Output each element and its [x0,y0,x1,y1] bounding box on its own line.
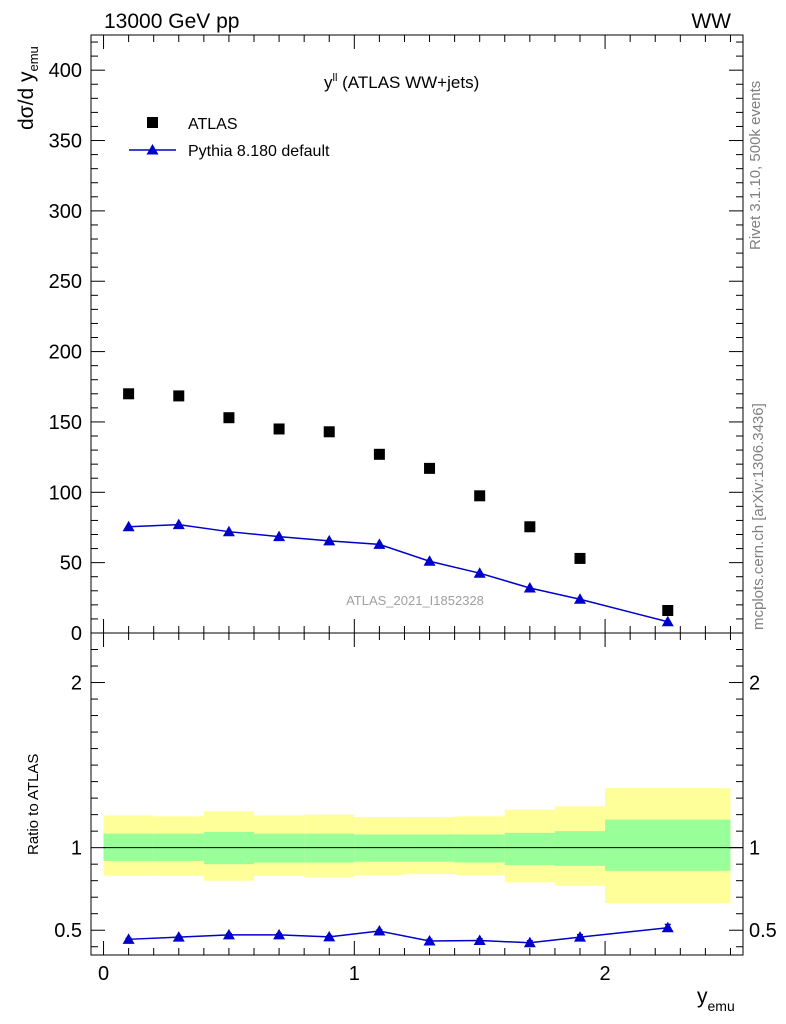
legend-mc-marker [146,144,159,155]
mc-ratio-point [172,931,185,942]
y-tick-label: 400 [49,60,82,82]
ratio-panel: 0.5 0.5 1 1 2 2 0 1 2 [54,632,777,985]
main-ticks: 0 50 100 150 200 250 300 350 400 [49,35,743,645]
atlas-data-point [474,490,486,502]
ratio-y-tick-label-right: 2 [749,673,760,695]
y-tick-label: 350 [49,131,82,153]
atlas-data-point [223,412,235,424]
atlas-data-point [173,390,185,402]
mc-data-point [122,520,135,532]
x-axis-label: yemu [697,985,735,1014]
x-axis-label-main: y [697,985,708,1008]
ratio-y-axis-label: Ratio to ATLAS [25,754,42,855]
ratio-ticks: 0.5 0.5 1 1 2 2 0 1 2 [54,633,777,985]
mcplots-reference-text: mcplots.cern.ch [arXiv:1306.3436] [750,403,767,630]
main-panel: 0 50 100 150 200 250 300 350 400 [49,34,744,645]
plot-title-sup: ll [333,72,338,84]
y-tick-label: 50 [60,553,82,575]
atlas-data-point [373,448,385,460]
legend-mc-label: Pythia 8.180 default [188,143,330,160]
main-data [122,388,674,627]
y-tick-label: 150 [49,412,82,434]
ratio-stat-uncertainty-band [454,834,505,863]
plot-title: yll (ATLAS WW+jets) [324,72,479,92]
y-axis-label: dσ/d yemu [15,46,41,130]
mc-data-point [523,581,536,593]
x-tick-label: 0 [98,963,109,985]
ratio-stat-uncertainty-band [605,819,731,871]
mc-data-point [661,615,674,627]
y-tick-label: 300 [49,201,82,223]
y-tick-label: 100 [49,482,82,504]
ratio-y-tick-label-right: 0.5 [749,920,777,942]
mc-data-point [473,567,486,578]
header-left: 13000 GeV pp [104,10,239,33]
legend: ATLAS Pythia 8.180 default [129,116,330,160]
atlas-data-point [123,388,135,400]
ratio-y-tick-label-right: 1 [749,838,760,860]
y-tick-label: 200 [49,342,82,364]
y-tick-label: 0 [71,623,82,645]
mc-data-point [574,593,586,604]
plot-title-main: y [324,73,333,92]
mc-ratio-point [423,934,436,946]
atlas-data-point [662,604,674,616]
mc-ratio-point [574,931,586,942]
ratio-y-tick-label: 2 [71,673,82,695]
ratio-y-tick-label: 1 [71,838,82,860]
ratio-data [122,921,674,948]
ratio-stat-uncertainty-band [554,831,606,866]
atlas-data-point [574,552,586,564]
atlas-data-point [424,462,436,474]
mc-ratio-point [323,930,336,942]
y-axis-label-sub: emu [26,46,41,71]
legend-atlas-label: ATLAS [188,116,238,133]
mc-data-point [373,538,386,549]
mc-data-point [222,525,235,537]
header-right: WW [691,10,731,33]
mc-ratio-point [373,925,386,936]
atlas-data-point [524,521,536,533]
mc-data-point [323,534,336,546]
mc-data-point [172,518,185,530]
plot-title-rest: (ATLAS WW+jets) [337,73,479,92]
rivet-version-text: Rivet 3.1.10, 500k events [747,81,764,250]
ratio-y-tick-label: 0.5 [54,920,82,942]
mc-ratio-point [122,933,135,944]
x-axis-label-sub: emu [708,998,735,1014]
mc-ratio-point [523,936,536,948]
legend-atlas-marker [147,117,158,128]
mc-ratio-point [473,934,486,945]
mc-ratio-point [222,928,235,940]
mc-data-point [273,530,286,542]
y-axis-label-main: dσ/d y [15,71,38,130]
analysis-watermark: ATLAS_2021_I1852328 [346,593,484,608]
y-tick-label: 250 [49,271,82,293]
atlas-data-point [323,426,335,438]
mc-ratio-point [273,928,286,940]
ratio-stat-uncertainty-band [504,832,555,866]
ratio-bands [103,788,743,903]
mc-ratio-point [661,921,674,933]
atlas-data-point [273,423,285,435]
ratio-frame [90,632,744,956]
x-tick-label: 2 [600,963,611,985]
mc-data-point [423,555,436,566]
x-tick-label: 1 [349,963,360,985]
mc-ratio-line [128,927,668,944]
